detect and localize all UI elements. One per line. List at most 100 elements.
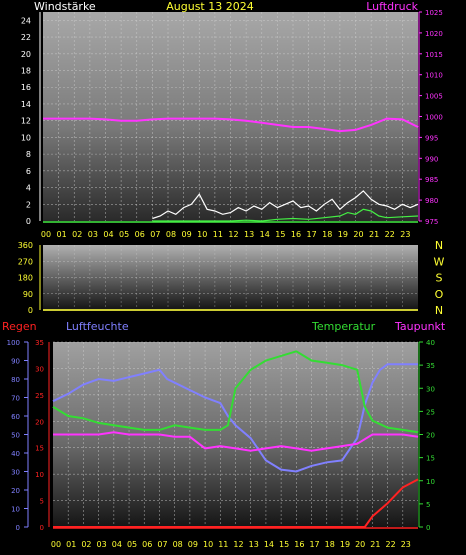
hour-tick-label: 09 xyxy=(182,230,192,239)
hour-tick-label: 05 xyxy=(127,540,137,549)
rain-tick-label: 25 xyxy=(35,392,44,400)
wind-direction-axis: 0 90 180 270 360 xyxy=(18,241,41,315)
hour-tick-label: 06 xyxy=(142,540,152,549)
temperature-tick-label: 0 xyxy=(426,524,430,532)
pressure-tick-label: 1015 xyxy=(425,51,443,59)
hour-tick-label: 22 xyxy=(385,540,395,549)
temperature-tick-label: 5 xyxy=(426,501,430,509)
rain-humidity-temperature-series xyxy=(52,350,419,528)
hour-tick-label: 00 xyxy=(51,540,61,549)
temperature-tick-label: 20 xyxy=(426,432,435,440)
hour-tick-label: 02 xyxy=(72,230,82,239)
temperature-tick-label: 35 xyxy=(426,362,435,370)
hour-tick-label: 07 xyxy=(157,540,167,549)
pressure-tick-label: 1025 xyxy=(425,9,443,17)
hour-tick-label: 20 xyxy=(353,230,363,239)
wind-pressure-series-1 xyxy=(152,190,419,220)
humidity-tick-label: 60 xyxy=(11,413,20,421)
wind-speed-tick-label: 8 xyxy=(26,150,31,159)
rain-tick-label: 15 xyxy=(35,445,44,453)
humidity-tick-label: 50 xyxy=(11,432,20,440)
wind-pressure-series-2 xyxy=(152,208,419,222)
hour-tick-label: 12 xyxy=(233,540,243,549)
hour-tick-label: 19 xyxy=(338,230,348,239)
wind-direction-tick-label: 90 xyxy=(23,290,33,299)
rain-tick-label: 30 xyxy=(35,365,44,373)
wind-pressure-series xyxy=(43,117,419,222)
hour-tick-label: 11 xyxy=(218,540,228,549)
hour-tick-label: 00 xyxy=(41,230,51,239)
rain-humidity-temperature-hour-axis: 00 01 02 03 04 05 06 07 08 09 10 11 12 13 14 15 16 17 18 19… xyxy=(51,527,418,549)
dewpoint-label: Taupunkt xyxy=(394,320,446,333)
wind-speed-tick-label: 4 xyxy=(26,184,31,193)
pressure-tick-label: 1000 xyxy=(425,114,443,122)
temperature-tick-label: 10 xyxy=(426,478,435,486)
wind-direction-tick-label: 180 xyxy=(18,274,33,283)
hour-tick-label: 22 xyxy=(385,230,395,239)
temperature-tick-label: 40 xyxy=(426,339,435,347)
rain-axis: 0 5 10 15 20 25 30 35 xyxy=(35,339,50,532)
rain-tick-label: 5 xyxy=(40,498,44,506)
hour-tick-label: 01 xyxy=(66,540,76,549)
hour-tick-label: 02 xyxy=(81,540,91,549)
pressure-tick-label: 980 xyxy=(425,197,438,205)
wind-pressure-series-0 xyxy=(43,117,419,133)
humidity-tick-label: 70 xyxy=(11,395,20,403)
hour-tick-label: 05 xyxy=(119,230,129,239)
humidity-tick-label: 90 xyxy=(11,358,20,366)
hour-tick-label: 23 xyxy=(400,230,410,239)
compass-label: N xyxy=(435,239,443,252)
hour-tick-label: 01 xyxy=(57,230,67,239)
hour-tick-label: 21 xyxy=(369,230,379,239)
hour-tick-label: 19 xyxy=(340,540,350,549)
wind-speed-tick-label: 24 xyxy=(21,16,31,25)
hour-tick-label: 14 xyxy=(264,540,274,549)
hour-tick-label: 13 xyxy=(249,540,259,549)
rain-tick-label: 0 xyxy=(40,524,44,532)
wind-speed-tick-label: 22 xyxy=(21,33,31,42)
hour-tick-label: 16 xyxy=(294,540,304,549)
hour-tick-label: 15 xyxy=(275,230,285,239)
humidity-axis: 0 10 20 30 40 50 60 70 80 90 100 xyxy=(7,339,29,532)
pressure-label: Luftdruck xyxy=(366,0,418,13)
date-label: August 13 2024 xyxy=(166,0,253,13)
wind-direction-tick-label: 360 xyxy=(18,241,33,250)
wind-speed-tick-label: 20 xyxy=(21,50,31,59)
rain-humidity-temperature-series-3 xyxy=(53,478,419,528)
hour-tick-label: 06 xyxy=(135,230,145,239)
wind-direction-tick-label: 0 xyxy=(28,306,33,315)
temperature-tick-label: 25 xyxy=(426,408,435,416)
humidity-tick-label: 80 xyxy=(11,376,20,384)
hour-tick-label: 03 xyxy=(97,540,107,549)
hour-tick-label: 11 xyxy=(213,230,223,239)
wind-speed-tick-label: 0 xyxy=(26,217,31,226)
hour-tick-label: 07 xyxy=(150,230,160,239)
hour-tick-label: 04 xyxy=(103,230,113,239)
hour-tick-label: 10 xyxy=(203,540,213,549)
pressure-tick-label: 1010 xyxy=(425,72,443,80)
hour-tick-label: 15 xyxy=(279,540,289,549)
hour-tick-label: 20 xyxy=(355,540,365,549)
humidity-tick-label: 30 xyxy=(11,469,20,477)
pressure-tick-label: 1020 xyxy=(425,30,443,38)
hour-tick-label: 21 xyxy=(370,540,380,549)
wind-direction-grid xyxy=(43,245,418,310)
rain-label: Regen xyxy=(2,320,37,333)
wind-speed-tick-label: 10 xyxy=(21,133,31,142)
compass-label: O xyxy=(435,288,444,301)
wind-speed-tick-label: 12 xyxy=(21,117,31,126)
wind-direction-tick-label: 270 xyxy=(18,257,33,266)
hour-tick-label: 13 xyxy=(244,230,254,239)
pressure-tick-label: 975 xyxy=(425,218,438,226)
rain-humidity-temperature-series-0 xyxy=(52,363,418,473)
rain-humidity-temperature-series-2 xyxy=(53,431,419,452)
pressure-axis: 975 980 985 990 995 1000 1005 1010 1015 1020 1025 xyxy=(418,9,443,226)
temperature-label: Temperatur xyxy=(311,320,376,333)
hour-tick-label: 09 xyxy=(188,540,198,549)
